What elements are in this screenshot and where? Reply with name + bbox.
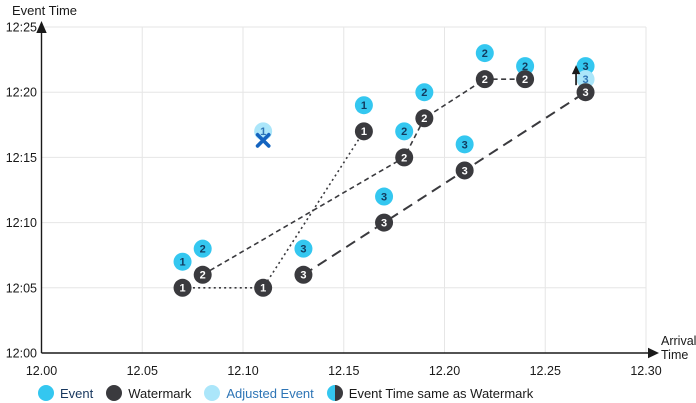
watermark-point [375,213,394,232]
watermark-point [415,109,434,128]
legend-item: Adjusted Event [204,385,314,401]
arrow-up-icon [571,65,581,75]
event-point-label: 3 [462,139,468,151]
x-tick-label: 12.20 [429,364,460,378]
y-tick-label: 12:20 [6,86,37,100]
event-point [576,57,595,76]
x-axis-title-line2: Time [661,348,689,362]
watermark-point-label: 1 [260,283,266,295]
watermark-point [455,161,474,180]
watermark-line-stream-3 [302,91,587,276]
y-axis-arrow-icon [36,21,47,33]
event-point [193,239,212,258]
watermark-point [173,278,192,297]
event-point [516,57,535,76]
legend-swatch-adjusted-icon [204,385,221,401]
watermark-point-label: 2 [401,152,407,164]
event-point-label: 3 [582,61,588,73]
watermark-point-label: 3 [582,87,588,99]
legend-label: Event Time same as Watermark [348,385,534,401]
y-tick-label: 12:10 [6,216,37,230]
x-tick-label: 12.25 [530,364,561,378]
legend-label: Event [60,385,94,401]
y-axis-title: Event Time [12,3,78,18]
event-point [375,187,394,206]
x-axis-title-line1: Arrival [661,334,696,348]
watermark-point-label: 3 [381,218,387,230]
watermark-point [576,83,595,102]
y-tick-label: 12:05 [6,281,37,295]
legend-label: Watermark [128,385,192,401]
event-point-label: 1 [361,100,367,112]
y-tick-label: 12:00 [6,347,37,361]
event-point-label: 2 [482,48,488,60]
legend: Event Watermark Adjusted Event Event Time s… [38,384,546,402]
event-point [294,239,313,258]
watermark-point [294,265,313,284]
watermark-point [395,148,414,167]
event-point-label: 2 [522,61,528,73]
y-tick-label: 12:25 [6,21,37,35]
event-point [395,122,414,141]
event-point-label: 2 [200,244,206,256]
x-axis-title: Arrival Time [661,334,696,362]
event-point-label: 2 [401,126,407,138]
watermark-point [254,278,273,297]
watermark-point-label: 1 [179,283,185,295]
legend-item: Event Time same as Watermark [326,385,534,401]
legend-swatch-event-icon [38,385,54,401]
watermark-point-label: 1 [361,126,367,138]
x-axis-arrow-icon [648,347,659,359]
event-point-label: 3 [381,191,387,203]
watermark-point-label: 2 [522,74,528,86]
watermark-point-label: 2 [200,270,206,282]
legend-item: Watermark [106,385,191,401]
watermark-point [193,265,212,284]
watermark-point-label: 3 [462,165,468,177]
watermark-point-label: 2 [421,113,427,125]
event-point [455,135,474,154]
watermark-point-label: 2 [482,74,488,86]
x-tick-label: 12.10 [227,364,258,378]
watermark-line-stream-1 [182,130,365,289]
event-point [173,252,192,271]
event-point-label: 1 [179,257,185,269]
watermark-point [354,122,373,141]
legend-item: Event [38,385,93,401]
adjusted-event-point-label: 1 [260,126,266,138]
watermark-line-stream-2 [202,78,526,276]
y-tick-label: 12:15 [6,151,37,165]
event-point [415,83,434,102]
x-tick-label: 12.30 [630,364,661,378]
legend-swatch-half-icon [326,385,343,401]
event-point-label: 2 [421,87,427,99]
dropped-x-icon [255,132,271,148]
event-point [475,44,494,63]
watermark-point [516,70,535,89]
x-tick-label: 12.15 [328,364,359,378]
x-tick-label: 12.05 [127,364,158,378]
adjusted-event-point [576,70,595,89]
legend-label: Adjusted Event [226,385,314,401]
x-tick-label: 12.00 [26,364,57,378]
adjusted-event-point-label: 3 [582,74,588,86]
legend-swatch-watermark-icon [106,385,123,401]
event-point-label: 3 [300,244,306,256]
watermark-point-label: 3 [300,270,306,282]
event-point [354,96,373,115]
watermark-point [475,70,494,89]
